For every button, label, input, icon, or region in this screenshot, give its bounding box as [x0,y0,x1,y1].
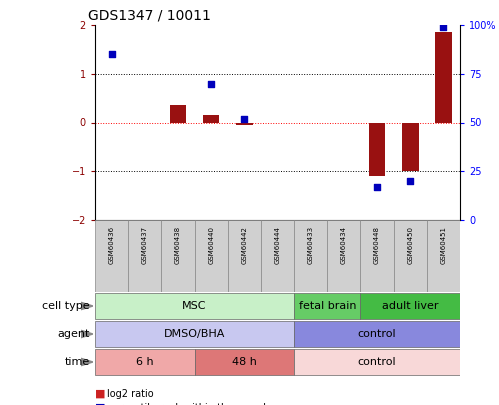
Bar [360,292,460,320]
Text: GDS1347 / 10011: GDS1347 / 10011 [88,9,211,22]
Text: fetal brain: fetal brain [298,301,356,311]
Bar [261,220,294,292]
Point [241,115,249,122]
Text: ■: ■ [95,403,105,405]
Polygon shape [81,302,93,310]
Point [406,178,414,184]
Polygon shape [81,358,93,366]
Text: adult liver: adult liver [382,301,439,311]
Bar [128,220,161,292]
Point [207,80,215,87]
Text: time: time [65,357,90,367]
Bar [294,292,360,320]
Bar [402,122,419,171]
Bar [95,220,128,292]
Point [373,183,381,190]
Text: DMSO/BHA: DMSO/BHA [164,329,225,339]
Text: GSM60434: GSM60434 [341,226,347,264]
Bar [294,349,460,375]
Text: control: control [358,329,396,339]
Text: GSM60437: GSM60437 [142,226,148,264]
Text: GSM60442: GSM60442 [242,226,248,264]
Bar [95,349,195,375]
Bar [435,32,452,122]
Text: log2 ratio: log2 ratio [107,389,154,399]
Bar [170,105,186,122]
Polygon shape [81,330,93,338]
Bar [161,220,195,292]
Bar [228,220,261,292]
Text: GSM60433: GSM60433 [308,226,314,264]
Text: control: control [358,357,396,367]
Text: GSM60444: GSM60444 [274,226,280,264]
Bar [236,122,252,125]
Bar [195,220,228,292]
Bar [95,321,294,347]
Bar [394,220,427,292]
Text: GSM60440: GSM60440 [208,226,214,264]
Bar [294,220,327,292]
Bar [195,349,294,375]
Text: ■: ■ [95,389,105,399]
Text: GSM60450: GSM60450 [407,226,413,264]
Text: GSM60448: GSM60448 [374,226,380,264]
Point [440,24,448,30]
Bar [294,321,460,347]
Text: 6 h: 6 h [136,357,154,367]
Text: GSM60436: GSM60436 [109,226,115,264]
Bar [360,220,394,292]
Bar [95,292,294,320]
Bar [369,122,385,176]
Text: cell type: cell type [42,301,90,311]
Bar [427,220,460,292]
Text: agent: agent [57,329,90,339]
Text: GSM60438: GSM60438 [175,226,181,264]
Point [108,51,116,58]
Bar [327,220,360,292]
Bar [203,115,220,122]
Text: MSC: MSC [182,301,207,311]
Text: percentile rank within the sample: percentile rank within the sample [107,403,272,405]
Text: 48 h: 48 h [232,357,257,367]
Text: GSM60451: GSM60451 [441,226,447,264]
